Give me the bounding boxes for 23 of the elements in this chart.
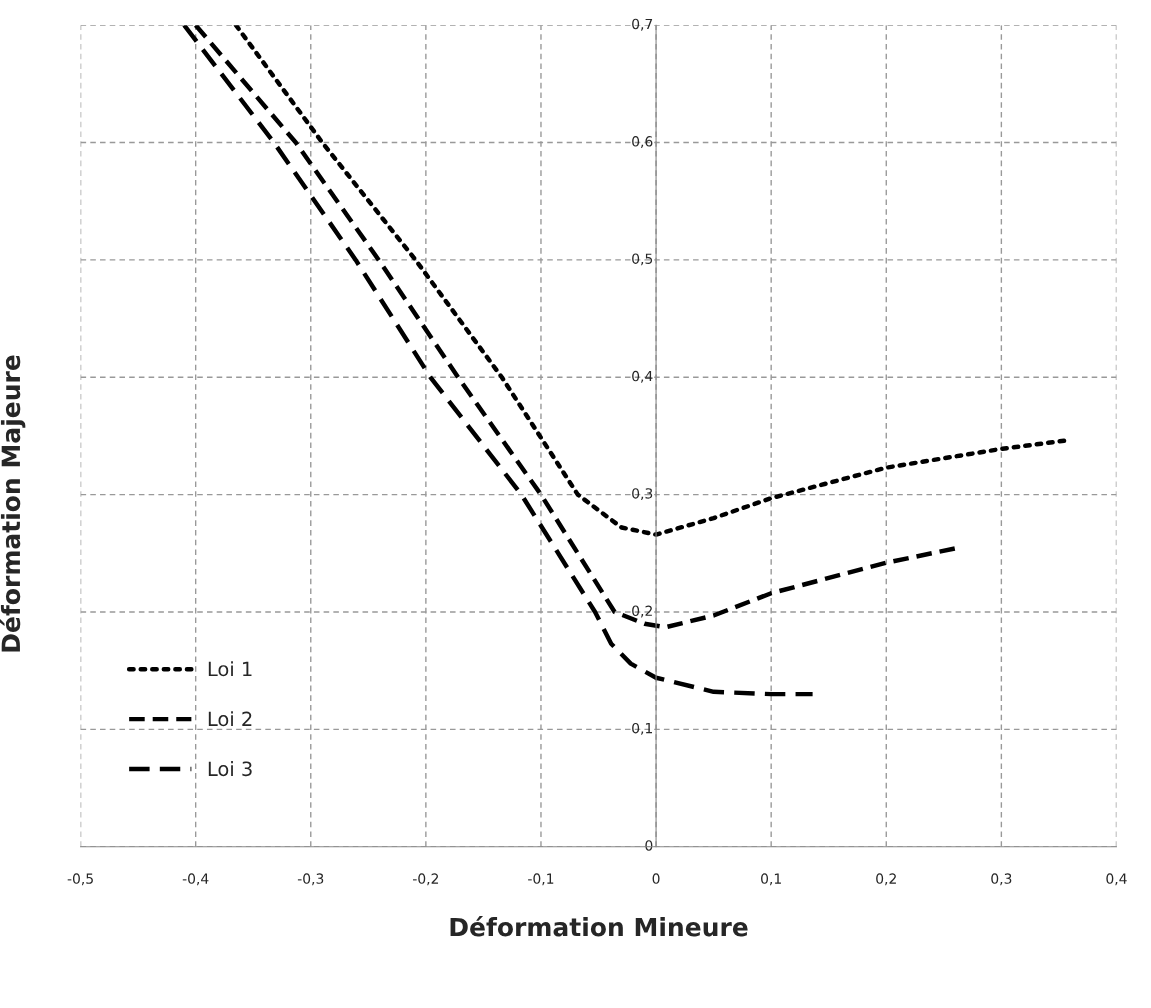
legend-label: Loi 1 (208, 661, 252, 677)
x-tick-label: 0,3 (991, 873, 1012, 886)
legend-label: Loi 3 (208, 761, 252, 777)
y-tick-label: 0,3 (632, 488, 653, 501)
x-tick-label: 0,2 (876, 873, 896, 886)
y-tick-label: 0 (645, 840, 653, 851)
y-tick-label: 0,4 (632, 370, 653, 383)
x-tick-label: -0,2 (413, 873, 439, 886)
x-tick-label: -0,4 (182, 873, 209, 886)
x-axis-title: Déformation Mineure (450, 916, 748, 937)
x-tick-label: 0,4 (1106, 873, 1127, 886)
y-tick-label: 0,6 (632, 136, 653, 149)
y-tick-label: 0,1 (632, 722, 653, 735)
x-tick-label: 0 (652, 873, 660, 884)
y-axis-title: Déformation Majeure (0, 355, 26, 652)
y-tick-label: 0,5 (632, 253, 653, 266)
y-tick-label: 0,7 (632, 18, 653, 31)
x-tick-label: -0,5 (67, 873, 93, 886)
x-tick-label: -0,3 (297, 873, 324, 886)
y-tick-label: 0,2 (632, 605, 652, 618)
legend-label: Loi 2 (208, 711, 252, 727)
x-tick-label: 0,1 (761, 873, 781, 886)
x-tick-label: -0,1 (528, 873, 554, 886)
